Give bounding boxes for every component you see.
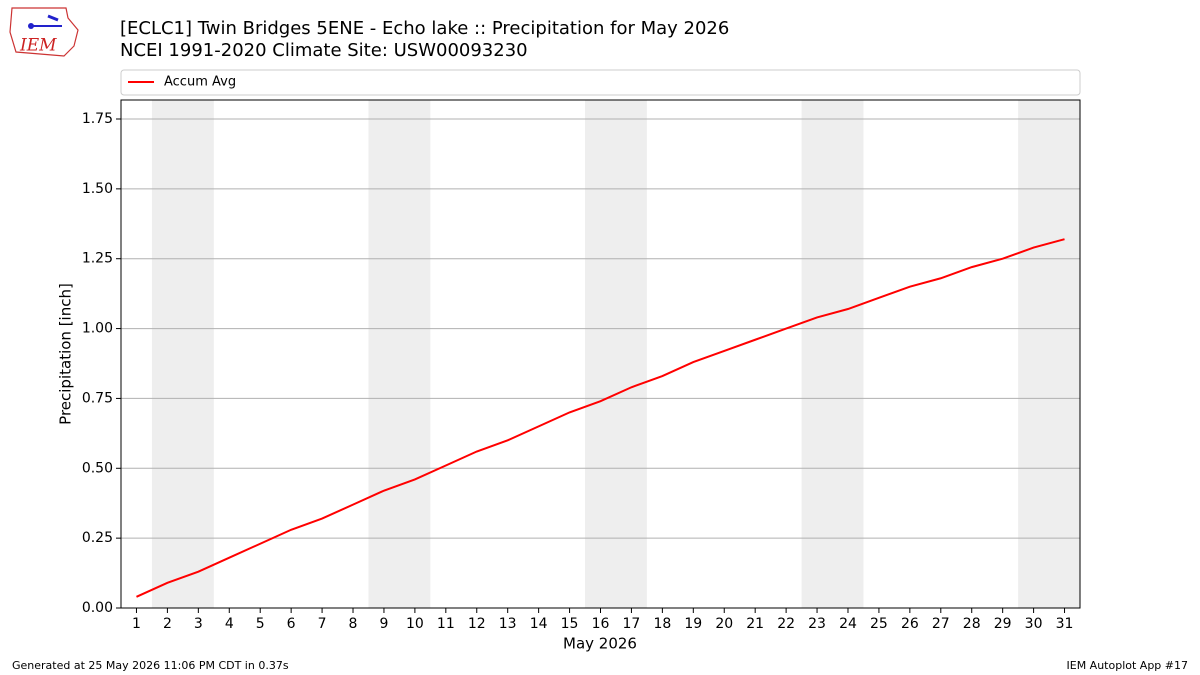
x-tick-label: 30 [1025,616,1043,632]
x-tick-label: 16 [592,616,610,632]
weekend-shade [368,100,431,608]
x-tick-label: 10 [406,616,424,632]
y-tick-label: 0.25 [82,530,113,546]
y-tick-label: 1.00 [82,321,113,337]
footer-left: Generated at 25 May 2026 11:06 PM CDT in… [12,659,289,672]
x-tick-label: 14 [530,616,548,632]
logo-text: IEM [19,36,57,56]
weekend-shade [801,100,864,608]
x-tick-label: 11 [437,616,455,632]
x-tick-label: 31 [1056,616,1074,632]
x-tick-label: 12 [468,616,486,632]
logo: IEM [9,7,79,57]
x-tick-label: 29 [994,616,1012,632]
x-tick-label: 4 [225,616,234,632]
x-tick-label: 3 [194,616,203,632]
x-tick-label: 27 [932,616,950,632]
x-tick-label: 5 [256,616,265,632]
y-tick-label: 0.75 [82,390,113,406]
logo-icon [47,14,59,22]
x-tick-label: 19 [684,616,702,632]
x-tick-label: 24 [839,616,857,632]
chart-title: [ECLC1] Twin Bridges 5ENE - Echo lake ::… [120,18,729,39]
x-tick-label: 23 [808,616,826,632]
x-tick-label: 20 [715,616,733,632]
x-tick-label: 22 [777,616,795,632]
x-axis-label: May 2026 [563,635,637,653]
weekend-shade [151,100,214,608]
weekend-shade [1018,100,1080,608]
y-tick-label: 1.50 [82,181,113,197]
weekend-shade [585,100,647,608]
y-tick-label: 1.25 [82,251,113,267]
x-tick-label: 21 [746,616,764,632]
x-tick-label: 6 [287,616,296,632]
x-tick-label: 8 [349,616,358,632]
legend-box [120,69,1081,96]
x-tick-label: 9 [379,616,388,632]
y-tick-label: 0.50 [82,460,113,476]
logo-icon [28,23,34,29]
x-tick-label: 1 [132,616,141,632]
y-tick-label: 0.00 [82,600,113,616]
legend: Accum Avg [120,69,1081,96]
x-tick-label: 17 [623,616,641,632]
x-tick-label: 25 [870,616,888,632]
y-tick-label: 1.75 [82,111,113,127]
x-tick-label: 18 [653,616,671,632]
x-tick-label: 2 [163,616,172,632]
chart-subtitle: NCEI 1991-2020 Climate Site: USW00093230 [120,40,528,61]
legend-label: Accum Avg [164,75,236,90]
x-tick-label: 7 [318,616,327,632]
y-axis-label: Precipitation [inch] [57,283,75,425]
footer-right: IEM Autoplot App #17 [1067,659,1189,672]
x-tick-label: 28 [963,616,981,632]
x-tick-label: 26 [901,616,919,632]
plot-frame [120,99,1081,609]
x-tick-label: 13 [499,616,517,632]
x-tick-label: 15 [561,616,579,632]
logo-outline [9,7,79,57]
data-line [136,238,1065,598]
